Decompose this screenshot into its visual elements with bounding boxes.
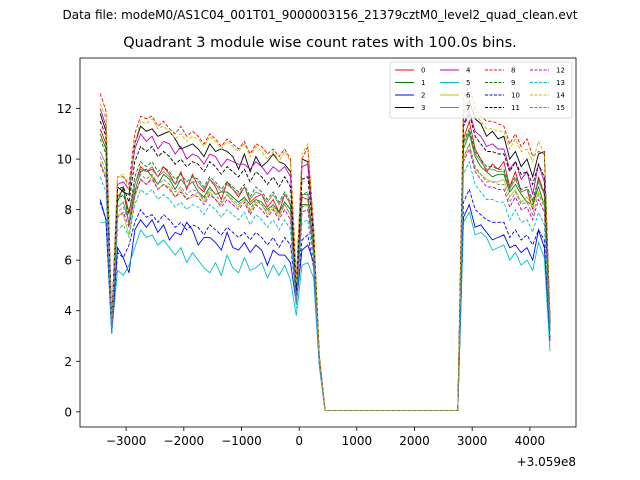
legend-label: 15 [556, 104, 565, 112]
legend-label: 5 [466, 79, 470, 87]
legend-frame [389, 61, 573, 119]
series-line-13 [99, 160, 551, 412]
y-tick-label: 6 [64, 254, 72, 268]
y-tick-label: 0 [64, 405, 72, 419]
y-tick-label: 12 [57, 102, 72, 116]
x-tick-label: 4000 [515, 434, 546, 448]
x-tick-label: 1000 [342, 434, 373, 448]
legend-label: 2 [421, 92, 425, 100]
legend-label: 10 [511, 92, 520, 100]
x-tick-label: −1000 [221, 434, 262, 448]
x-tick-label: 0 [295, 434, 303, 448]
legend-label: 4 [466, 67, 471, 75]
legend-label: 3 [421, 104, 425, 112]
legend-label: 13 [556, 79, 565, 87]
chart-title: Quadrant 3 module wise count rates with … [123, 35, 517, 51]
legend-label: 14 [556, 92, 565, 100]
legend-label: 6 [466, 92, 471, 100]
x-tick-label: 3000 [457, 434, 488, 448]
legend-label: 7 [466, 104, 470, 112]
y-tick-label: 4 [64, 304, 72, 318]
series-line-15 [99, 142, 551, 412]
data-file-caption: Data file: modeM0/AS1C04_001T01_90000031… [62, 8, 578, 22]
legend-label: 12 [556, 67, 565, 75]
x-tick-label: −3000 [106, 434, 147, 448]
x-offset-label: +3.059e8 [517, 455, 576, 469]
legend-label: 9 [511, 79, 515, 87]
plot-frame [79, 57, 577, 428]
y-tick-label: 10 [57, 153, 72, 167]
legend-label: 1 [421, 79, 425, 87]
series-line-10 [99, 188, 551, 412]
legend-label: 11 [511, 104, 520, 112]
y-tick-label: 2 [64, 355, 72, 369]
y-tick-label: 8 [64, 203, 72, 217]
plot-area [80, 58, 576, 427]
legend-label: 0 [421, 67, 425, 75]
x-tick-label: −2000 [164, 434, 205, 448]
x-tick-label: 2000 [399, 434, 430, 448]
legend-label: 8 [511, 67, 515, 75]
